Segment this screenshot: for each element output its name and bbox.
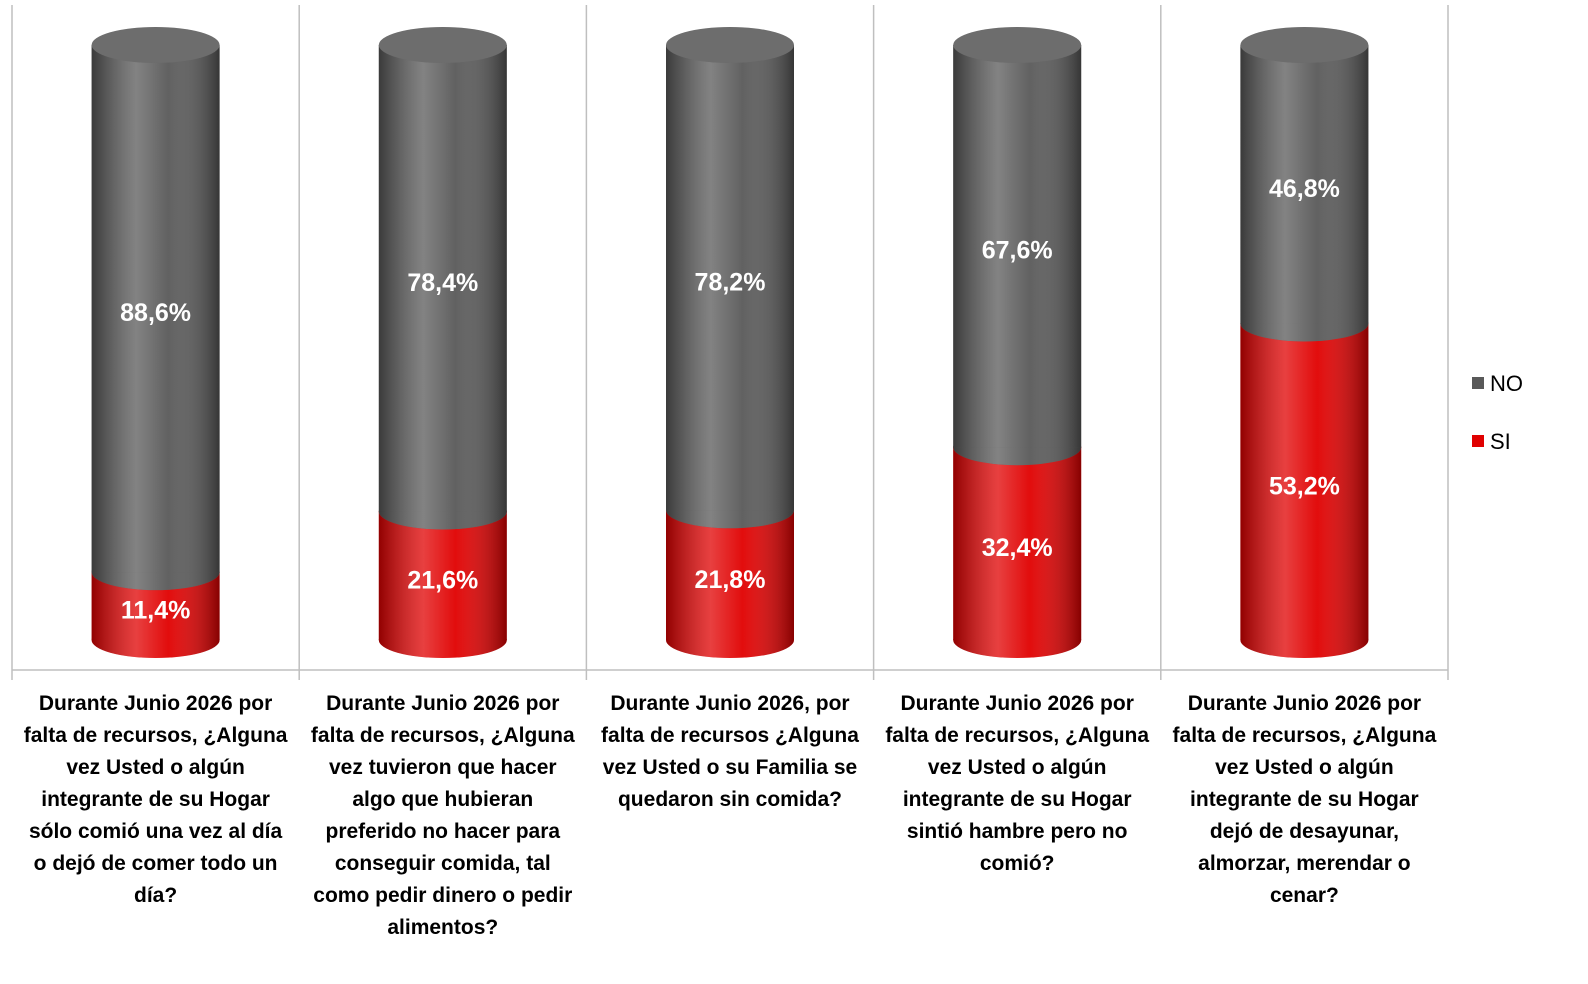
value-label: 78,4% [407, 269, 478, 297]
cylinder-shade [666, 510, 794, 640]
value-label: 21,6% [407, 566, 478, 594]
value-label: 53,2% [1269, 472, 1340, 500]
legend-label: SI [1490, 429, 1511, 454]
x-tick-label: Durante Junio 2026 por falta de recursos… [310, 692, 575, 939]
cylinder-top [1240, 27, 1369, 63]
x-tick-label: Durante Junio 2026 por falta de recursos… [1172, 692, 1437, 907]
cylinder-shade [666, 45, 794, 511]
value-label: 67,6% [982, 237, 1053, 265]
cylinder-top [953, 27, 1082, 63]
legend-label: NO [1490, 371, 1523, 396]
x-tick-label: Durante Junio 2026, por falta de recurso… [601, 692, 859, 811]
value-label: 21,8% [695, 566, 766, 594]
cylinder-top-shade [666, 27, 794, 63]
cylinder-shade [953, 447, 1082, 640]
value-label: 88,6% [120, 299, 191, 327]
legend-swatch [1472, 377, 1484, 389]
cylinder-top-shade [91, 27, 220, 63]
value-label: 46,8% [1269, 175, 1340, 203]
cylinder-shade [91, 45, 220, 573]
x-tick-label: Durante Junio 2026 por falta de recursos… [23, 692, 288, 907]
cylinder-top-shade [378, 27, 507, 63]
x-tick-label: Durante Junio 2026 por falta de recursos… [885, 692, 1150, 875]
value-label: 78,2% [695, 268, 766, 296]
cylinder-top [91, 27, 220, 63]
cylinder-shade [1240, 323, 1369, 640]
cylinder-shade [1240, 45, 1369, 324]
cylinder-top-shade [953, 27, 1082, 63]
value-label: 32,4% [982, 534, 1053, 562]
cylinder-top [666, 27, 794, 63]
value-label: 11,4% [121, 597, 191, 625]
cylinder-shade [378, 45, 507, 512]
legend-swatch [1472, 435, 1484, 447]
cylinder-shade [378, 511, 507, 640]
cylinder-top [378, 27, 507, 63]
cylinder-shade [953, 45, 1082, 448]
cylinder-top-shade [1240, 27, 1369, 63]
